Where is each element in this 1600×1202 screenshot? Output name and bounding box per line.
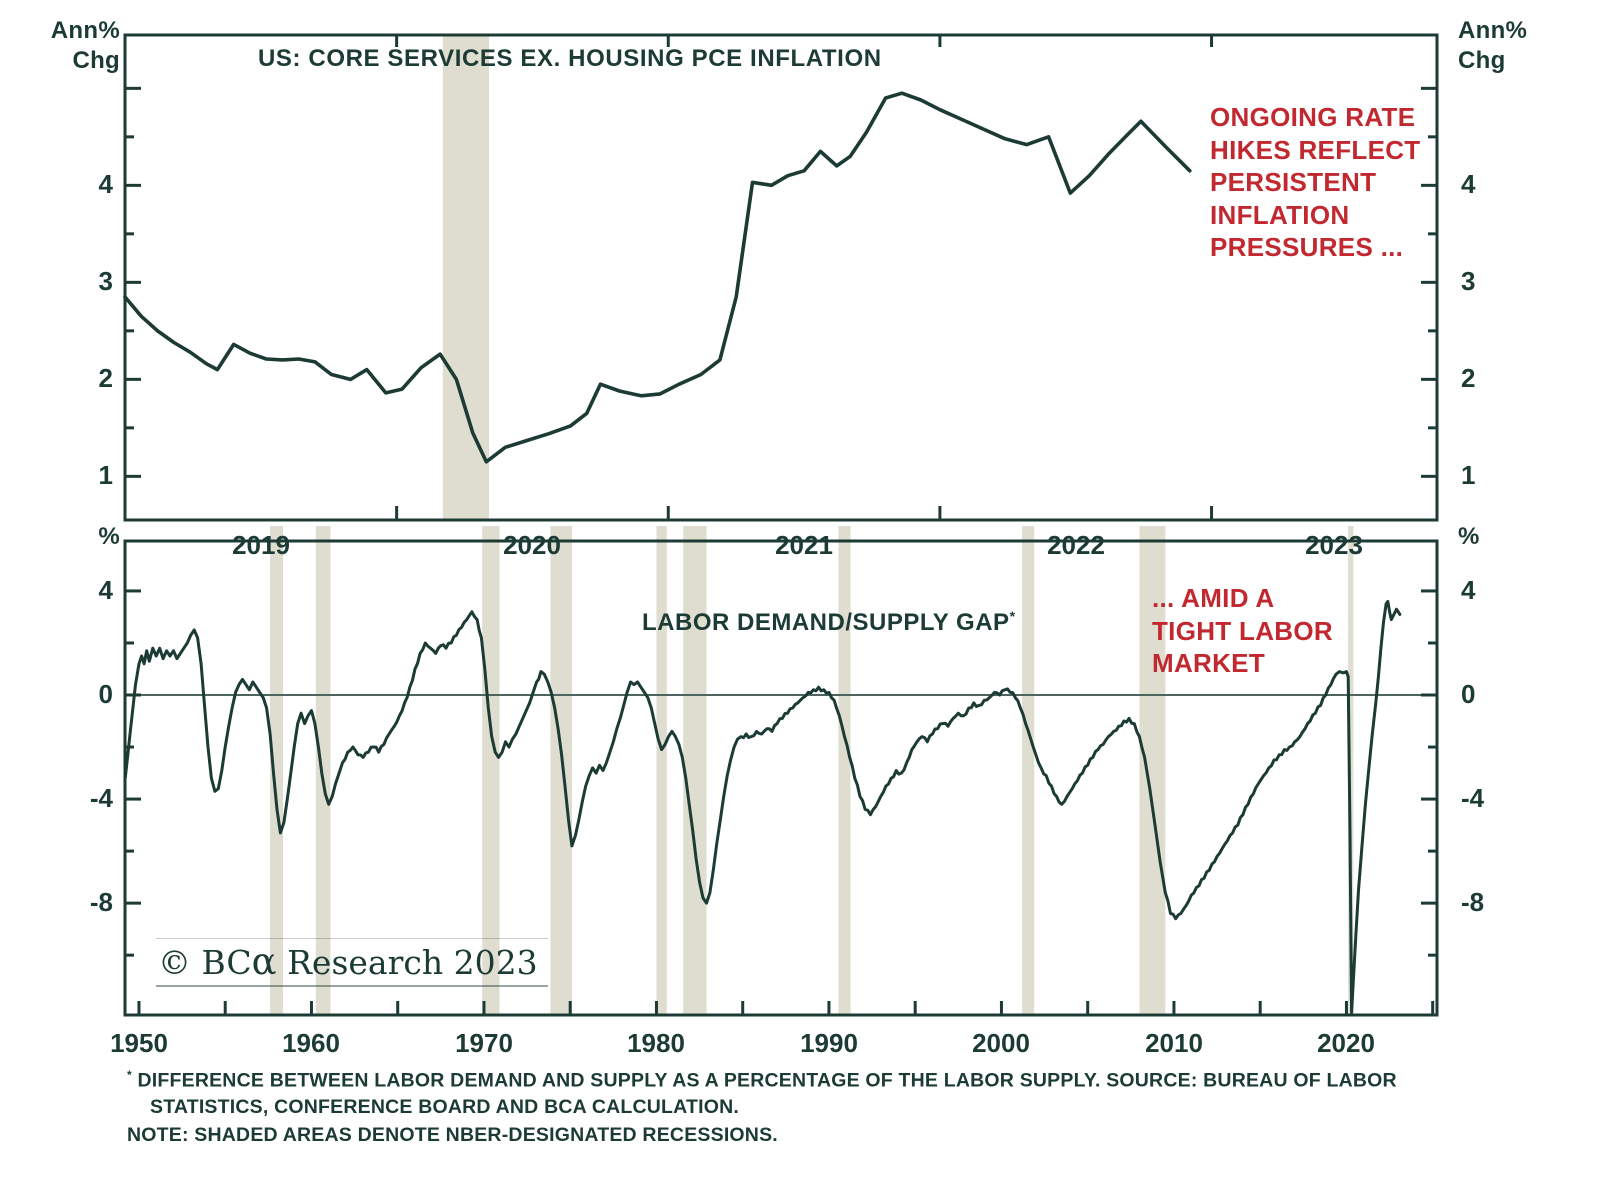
- bottom-chart-title-asterisk: *: [1009, 608, 1016, 624]
- y-axis-label-right: 0: [1461, 679, 1476, 709]
- y-axis-label-right: 1: [1461, 460, 1476, 491]
- y-axis-label-right: -8: [1461, 887, 1485, 918]
- bottom-axis-unit-right: %: [1458, 523, 1480, 550]
- x-axis-label: 2020: [503, 530, 561, 560]
- y-axis-label-left: -8: [89, 887, 113, 918]
- bottom-chart-title: LABOR DEMAND/SUPPLY GAP*: [642, 608, 1016, 638]
- y-axis-label-left: 1: [98, 460, 113, 491]
- x-axis-label: 2000: [972, 1028, 1030, 1058]
- x-axis-label: 1990: [800, 1028, 858, 1058]
- footnote-asterisk: *: [127, 1068, 132, 1082]
- y-axis-label-right: 4: [1461, 169, 1476, 200]
- logo-suffix: Research 2023: [276, 943, 538, 982]
- y-axis-label-left: 0: [98, 679, 113, 709]
- bca-research-logo: © BCα Research 2023: [156, 938, 548, 987]
- x-axis-label: 2010: [1145, 1028, 1203, 1058]
- footnote-source: * DIFFERENCE BETWEEN LABOR DEMAND AND SU…: [127, 1068, 1397, 1093]
- x-axis-label: 2019: [232, 530, 290, 560]
- top-axis-unit-left: Ann% Chg: [50, 17, 120, 74]
- top-axis-unit-right: Ann% Chg: [1458, 17, 1528, 74]
- x-axis-label: 1970: [455, 1028, 513, 1058]
- x-axis-label: 2021: [775, 530, 833, 560]
- y-axis-label-right: -4: [1461, 783, 1485, 814]
- y-axis-label-left: 4: [98, 574, 113, 605]
- bottom-chart-title-text: LABOR DEMAND/SUPPLY GAP: [642, 609, 1010, 636]
- footnote-source-text: DIFFERENCE BETWEEN LABOR DEMAND AND SUPP…: [131, 1069, 1397, 1092]
- x-axis-label: 2020: [1317, 1028, 1375, 1058]
- logo-alpha-glyph: α: [251, 940, 277, 983]
- x-axis-label: 1960: [282, 1028, 340, 1058]
- x-axis-label: 2022: [1047, 530, 1105, 560]
- logo-prefix: © BC: [158, 943, 252, 982]
- bottom-axis-unit-left: %: [98, 523, 120, 550]
- top-chart-title: US: CORE SERVICES EX. HOUSING PCE INFLAT…: [258, 45, 882, 72]
- x-axis-label: 2023: [1305, 530, 1363, 560]
- y-axis-label-right: 3: [1461, 266, 1476, 297]
- top-annotation: ONGOING RATE HIKES REFLECT PERSISTENT IN…: [1210, 102, 1421, 262]
- y-axis-label-right: 4: [1461, 574, 1476, 605]
- y-axis-label-right: 2: [1461, 363, 1476, 394]
- footnote-recessions-note: NOTE: SHADED AREAS DENOTE NBER-DESIGNATE…: [127, 1124, 778, 1146]
- y-axis-label-left: 4: [98, 169, 113, 200]
- y-axis-label-left: 3: [98, 266, 113, 297]
- y-axis-label-left: 2: [98, 363, 113, 394]
- bottom-annotation: ... AMID A TIGHT LABOR MARKET: [1152, 583, 1333, 678]
- x-axis-label: 1980: [627, 1028, 685, 1058]
- x-axis-label: 1950: [110, 1028, 168, 1058]
- footnote-source-continued: STATISTICS, CONFERENCE BOARD AND BCA CAL…: [150, 1096, 740, 1118]
- y-axis-label-left: -4: [89, 783, 113, 814]
